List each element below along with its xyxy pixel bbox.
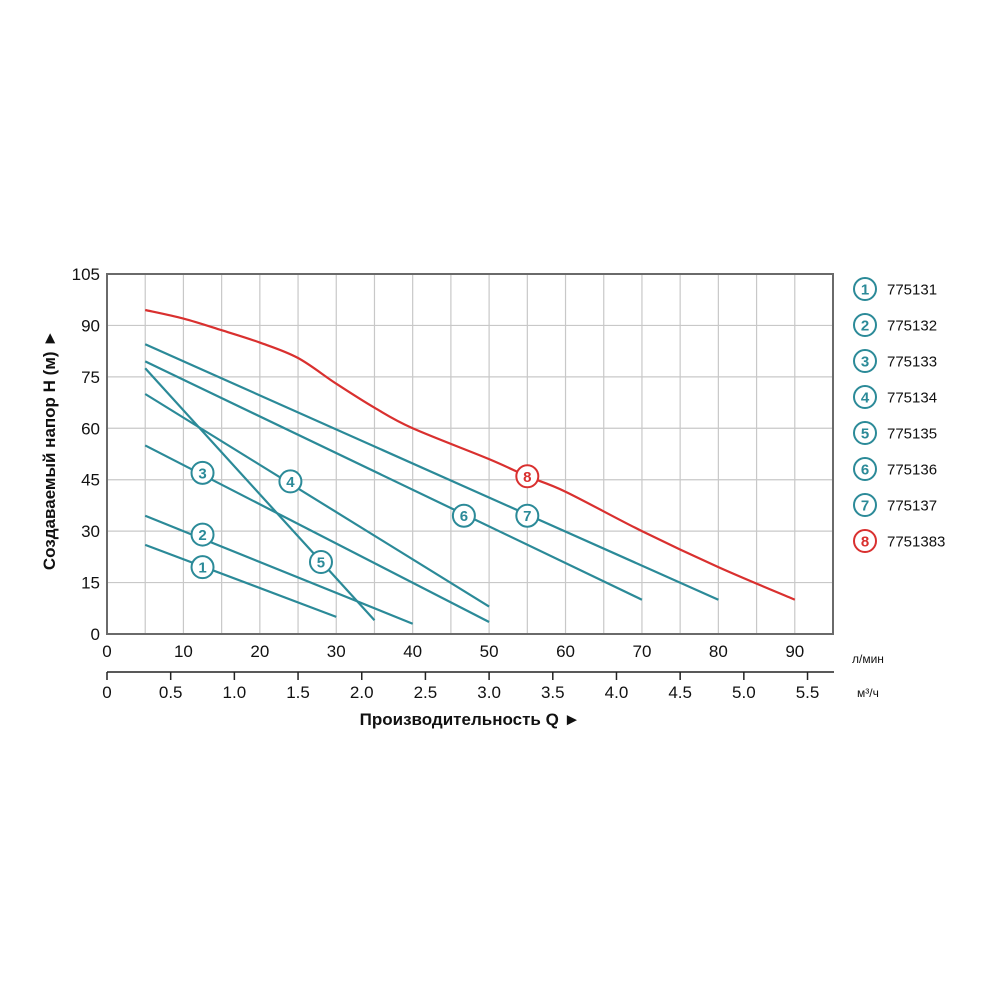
legend-marker-number: 5 bbox=[861, 426, 869, 443]
curve-1 bbox=[144, 543, 337, 618]
plot-frame bbox=[106, 273, 834, 635]
x2-tick-label: 0.5 bbox=[159, 683, 183, 702]
x2-tick-label: 4.5 bbox=[668, 683, 692, 702]
y-tick-label: 0 bbox=[91, 625, 100, 644]
x-axis-title: Производительность Q ► bbox=[360, 710, 581, 729]
curve-4 bbox=[144, 393, 490, 608]
x-tick-label: 90 bbox=[785, 642, 804, 661]
x2-tick-label: 4.0 bbox=[605, 683, 629, 702]
legend-marker-2 bbox=[853, 313, 877, 337]
curve-6 bbox=[144, 360, 643, 601]
curve-marker-number: 4 bbox=[286, 474, 295, 491]
x2-tick-label: 5.0 bbox=[732, 683, 756, 702]
curve-7 bbox=[144, 343, 719, 601]
curve-marker-number: 7 bbox=[523, 508, 531, 525]
curve-marker-number: 2 bbox=[198, 527, 206, 544]
x-tick-label: 40 bbox=[403, 642, 422, 661]
x2-tick-label: 0 bbox=[102, 683, 111, 702]
x2-tick-label: 2.0 bbox=[350, 683, 374, 702]
x2-tick-labels: 0 0.5 1.0 1.5 2.0 2.5 3.0 3.5 4.0 4.5 5.0 5.5 bbox=[102, 672, 819, 702]
x-unit-label: л/мин bbox=[852, 652, 884, 666]
legend-marker-5 bbox=[853, 421, 877, 445]
series-markers: 1 2 3 4 5 6 7 8 bbox=[190, 460, 540, 580]
legend-marker-number: 6 bbox=[861, 462, 869, 479]
series-group bbox=[144, 308, 796, 625]
legend-marker-7 bbox=[853, 493, 877, 517]
legend-entry-label: 775132 bbox=[887, 318, 937, 335]
legend-marker-1 bbox=[853, 277, 877, 301]
grid bbox=[107, 274, 833, 634]
y-tick-labels: 0 15 30 45 60 75 90 105 bbox=[72, 265, 100, 644]
y-tick-label: 45 bbox=[81, 471, 100, 490]
x-tick-label: 20 bbox=[250, 642, 269, 661]
x-tick-label: 0 bbox=[102, 642, 111, 661]
y-tick-label: 105 bbox=[72, 265, 100, 284]
legend-entry-label: 775134 bbox=[887, 390, 937, 407]
curve-marker-2 bbox=[190, 522, 215, 547]
curve-marker-number: 6 bbox=[460, 508, 468, 525]
legend-entry-label: 775133 bbox=[887, 354, 937, 371]
curve-marker-number: 3 bbox=[198, 465, 206, 482]
y-tick-label: 75 bbox=[81, 368, 100, 387]
legend-marker-number: 7 bbox=[861, 498, 869, 515]
legend-marker-number: 2 bbox=[861, 318, 869, 335]
legend-marker-number: 8 bbox=[861, 534, 869, 551]
x2-tick-label: 2.5 bbox=[414, 683, 438, 702]
x2-tick-label: 3.5 bbox=[541, 683, 565, 702]
curve-2 bbox=[144, 514, 414, 625]
curve-marker-number: 8 bbox=[523, 469, 531, 486]
x-tick-label: 50 bbox=[480, 642, 499, 661]
x-tick-label: 80 bbox=[709, 642, 728, 661]
curve-marker-number: 1 bbox=[198, 560, 206, 577]
x2-tick-label: 1.5 bbox=[286, 683, 310, 702]
legend-entry-label: 7751383 bbox=[887, 534, 945, 551]
curve-marker-4 bbox=[278, 469, 303, 494]
y-axis-title: Создаваемый напор H (м) ► bbox=[40, 330, 59, 570]
x-tick-label: 70 bbox=[632, 642, 651, 661]
legend-entry-label: 775135 bbox=[887, 426, 937, 443]
legend-marker-8 bbox=[853, 529, 877, 553]
legend-entry-label: 775137 bbox=[887, 498, 937, 515]
legend-marker-6 bbox=[853, 457, 877, 481]
x2-tick-label: 5.5 bbox=[796, 683, 820, 702]
curve-marker-7 bbox=[515, 503, 540, 528]
legend-marker-number: 4 bbox=[861, 390, 870, 407]
legend-entry-label: 775136 bbox=[887, 462, 937, 479]
y-tick-label: 30 bbox=[81, 522, 100, 541]
y-tick-label: 15 bbox=[81, 574, 100, 593]
curve-marker-6 bbox=[451, 503, 476, 528]
x-tick-label: 30 bbox=[327, 642, 346, 661]
curve-marker-5 bbox=[308, 550, 333, 574]
y-tick-label: 60 bbox=[81, 419, 100, 438]
legend-marker-number: 3 bbox=[861, 354, 869, 371]
curve-marker-number: 5 bbox=[317, 555, 325, 572]
legend-marker-3 bbox=[853, 349, 877, 373]
curve-5 bbox=[144, 367, 376, 622]
curve-8 bbox=[144, 308, 796, 601]
legend-entry-label: 775131 bbox=[887, 282, 937, 299]
x-tick-label: 60 bbox=[556, 642, 575, 661]
curve-marker-8 bbox=[515, 464, 540, 489]
x2-unit-label: м³/ч bbox=[857, 686, 879, 700]
curve-marker-1 bbox=[190, 555, 215, 580]
legend: 1 775131 2 775132 3 775133 4 775134 5 775135 6 7751… bbox=[853, 277, 945, 553]
y-tick-label: 90 bbox=[81, 316, 100, 335]
x2-tick-label: 1.0 bbox=[223, 683, 247, 702]
curve-marker-3 bbox=[190, 460, 215, 485]
legend-marker-number: 1 bbox=[861, 282, 869, 299]
x-tick-labels: 0 10 20 30 40 50 60 70 80 90 bbox=[102, 642, 804, 661]
x-tick-label: 10 bbox=[174, 642, 193, 661]
legend-marker-4 bbox=[853, 385, 877, 409]
x2-tick-label: 3.0 bbox=[477, 683, 501, 702]
